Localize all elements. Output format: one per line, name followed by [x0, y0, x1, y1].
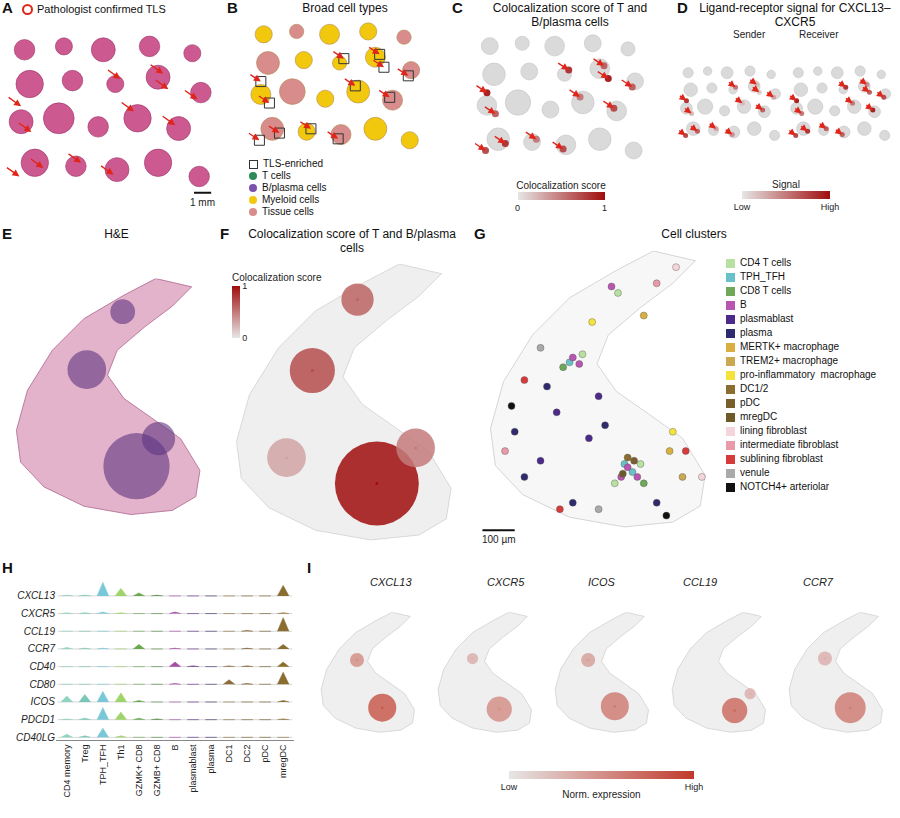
- html-text:Colocalization score of T and: Colocalization score of T and B/plasma c…: [492, 1, 648, 29]
- svg-text:CD4 memory: CD4 memory: [62, 744, 72, 798]
- html-text:Ligand-receptor signal for CXC: Ligand-receptor signal for CXCL13–CXCR5: [699, 1, 891, 29]
- html-text:TREM2+ macrophage: TREM2+ macrophage: [740, 355, 839, 367]
- svg-text:CCL19: CCL19: [683, 576, 717, 588]
- svg-text:Treg: Treg: [80, 745, 90, 763]
- svg-text:Colocalization score: Colocalization score: [516, 180, 606, 191]
- svg-text:plasmablast: plasmablast: [188, 744, 198, 793]
- html-text:C: C: [452, 0, 463, 16]
- html-text:venule: venule: [740, 467, 770, 479]
- html-text:Myeloid cells: Myeloid cells: [262, 194, 320, 206]
- html-text:plasmablast: plasmablast: [740, 313, 794, 325]
- html-text:CD4 T cells: CD4 T cells: [740, 257, 792, 269]
- svg-text:CCR7: CCR7: [28, 643, 56, 654]
- html-text:Pathologist confirmed TLS: Pathologist confirmed TLS: [37, 3, 166, 16]
- svg-text:pDC: pDC: [260, 744, 270, 763]
- html-text:B/plasma cells: B/plasma cells: [262, 182, 327, 194]
- html-text:E: E: [2, 225, 12, 242]
- svg-text:Low: Low: [501, 782, 518, 792]
- svg-text:B: B: [170, 745, 180, 751]
- svg-text:GZMK+ CD8: GZMK+ CD8: [134, 745, 144, 797]
- html-text:Tissue cells: Tissue cells: [262, 206, 314, 218]
- html-text:TLS-enriched: TLS-enriched: [263, 158, 323, 170]
- svg-text:plasma: plasma: [206, 745, 216, 774]
- html-text:lining fibroblast: lining fibroblast: [740, 425, 807, 437]
- html-text:intermediate fibroblast: intermediate fibroblast: [740, 439, 839, 451]
- svg-text:Signal: Signal: [772, 179, 800, 190]
- html-text:Cell clusters: Cell clusters: [661, 227, 727, 241]
- svg-text:mregDC: mregDC: [278, 744, 288, 778]
- html-text:DC1/2: DC1/2: [740, 383, 769, 395]
- html-text:B: B: [227, 0, 238, 16]
- svg-text:CCL19: CCL19: [24, 626, 56, 637]
- html-text:T cells: T cells: [262, 170, 291, 182]
- html-text:NOTCH4+ arteriolar: NOTCH4+ arteriolar: [740, 481, 830, 493]
- svg-text:Sender: Sender: [733, 30, 766, 40]
- svg-text:0: 0: [515, 203, 520, 213]
- svg-text:CD40: CD40: [29, 661, 55, 672]
- svg-text:High: High: [685, 782, 704, 792]
- html-text:H: H: [2, 559, 13, 576]
- html-text:F: F: [220, 225, 230, 242]
- svg-text:Norm. expression: Norm. expression: [562, 789, 640, 800]
- svg-text:CCR7: CCR7: [803, 576, 834, 588]
- html-text:I: I: [307, 559, 312, 576]
- svg-text:ICOS: ICOS: [31, 696, 56, 707]
- svg-text:1: 1: [242, 281, 247, 291]
- svg-text:0: 0: [242, 333, 247, 343]
- svg-text:Th1: Th1: [116, 745, 126, 761]
- svg-text:100 µm: 100 µm: [482, 534, 516, 545]
- svg-text:Colocalization score: Colocalization score: [232, 272, 322, 283]
- svg-text:CXCR5: CXCR5: [487, 576, 525, 588]
- html-text:G: G: [474, 225, 486, 242]
- svg-text:CXCR5: CXCR5: [21, 608, 55, 619]
- svg-text:TPH_TFH: TPH_TFH: [98, 745, 108, 786]
- svg-text:1: 1: [602, 203, 607, 213]
- svg-text:CD40LG: CD40LG: [16, 732, 55, 743]
- html-text:CD8 T cells: CD8 T cells: [740, 285, 792, 297]
- svg-text:GZMB+ CD8: GZMB+ CD8: [152, 745, 162, 797]
- svg-text:CD80: CD80: [29, 679, 55, 690]
- html-text:B: B: [740, 299, 747, 311]
- html-text:MERTK+ macrophage: MERTK+ macrophage: [740, 341, 839, 353]
- svg-text:High: High: [821, 202, 840, 212]
- html-text:mregDC: mregDC: [740, 411, 778, 423]
- html-text:plasma: plasma: [740, 327, 773, 339]
- html-text:sublining fibroblast: sublining fibroblast: [740, 453, 823, 465]
- html-text:H&E: H&E: [104, 227, 129, 241]
- svg-text:CXCL13: CXCL13: [17, 590, 55, 601]
- html-text:A: A: [2, 0, 13, 16]
- svg-text:ICOS: ICOS: [588, 576, 616, 588]
- html-text:Colocalization score of T and: Colocalization score of T and B/plasma c…: [248, 227, 456, 255]
- svg-text:DC2: DC2: [242, 745, 252, 763]
- svg-text:PDCD1: PDCD1: [21, 714, 55, 725]
- html-text:pro-inflammatory macrophage: pro-inflammatory macrophage: [740, 369, 877, 381]
- svg-text:CXCL13: CXCL13: [370, 576, 412, 588]
- svg-text:DC1: DC1: [224, 745, 234, 763]
- html-text:Broad cell types: Broad cell types: [302, 1, 388, 15]
- svg-text:Receiver: Receiver: [799, 30, 839, 40]
- svg-text:1 mm: 1 mm: [190, 197, 215, 208]
- html-text:pDC: pDC: [740, 397, 760, 409]
- svg-text:Low: Low: [734, 202, 751, 212]
- html-text:TPH_TFH: TPH_TFH: [740, 271, 785, 283]
- html-text:D: D: [677, 0, 688, 16]
